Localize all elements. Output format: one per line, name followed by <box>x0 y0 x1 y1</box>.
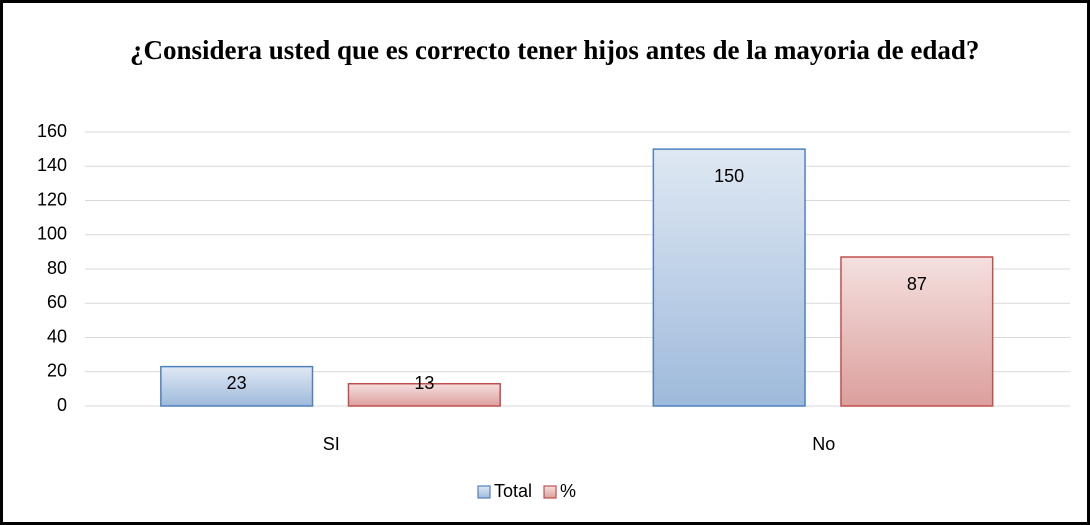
legend-swatch <box>477 485 491 499</box>
bar <box>652 148 806 407</box>
x-tick-label: No <box>812 434 835 454</box>
bar <box>160 365 314 407</box>
y-tick-label: 40 <box>47 326 67 346</box>
data-label: 150 <box>714 166 744 186</box>
y-tick-label: 20 <box>47 361 67 381</box>
y-tick-label: 60 <box>47 292 67 312</box>
x-tick-label: SI <box>323 434 340 454</box>
y-tick-label: 140 <box>37 155 67 175</box>
bar <box>347 382 501 407</box>
y-tick-label: 120 <box>37 189 67 209</box>
chart-title: ¿Considera usted que es correcto tener h… <box>130 35 980 65</box>
legend-swatch <box>543 485 557 499</box>
y-tick-label: 0 <box>57 395 67 415</box>
legend-label: Total <box>494 481 532 501</box>
y-tick-label: 80 <box>47 258 67 278</box>
y-tick-label: 160 <box>37 121 67 141</box>
data-label: 87 <box>907 274 927 294</box>
y-tick-label: 100 <box>37 224 67 244</box>
data-label: 23 <box>227 373 247 393</box>
data-label: 13 <box>414 373 434 393</box>
chart: 0 20 40 60 80 100 120 140 160 SI 23 13 No 150 87 Total% <box>37 121 1070 501</box>
legend-label: % <box>560 481 576 501</box>
bar <box>840 256 994 407</box>
